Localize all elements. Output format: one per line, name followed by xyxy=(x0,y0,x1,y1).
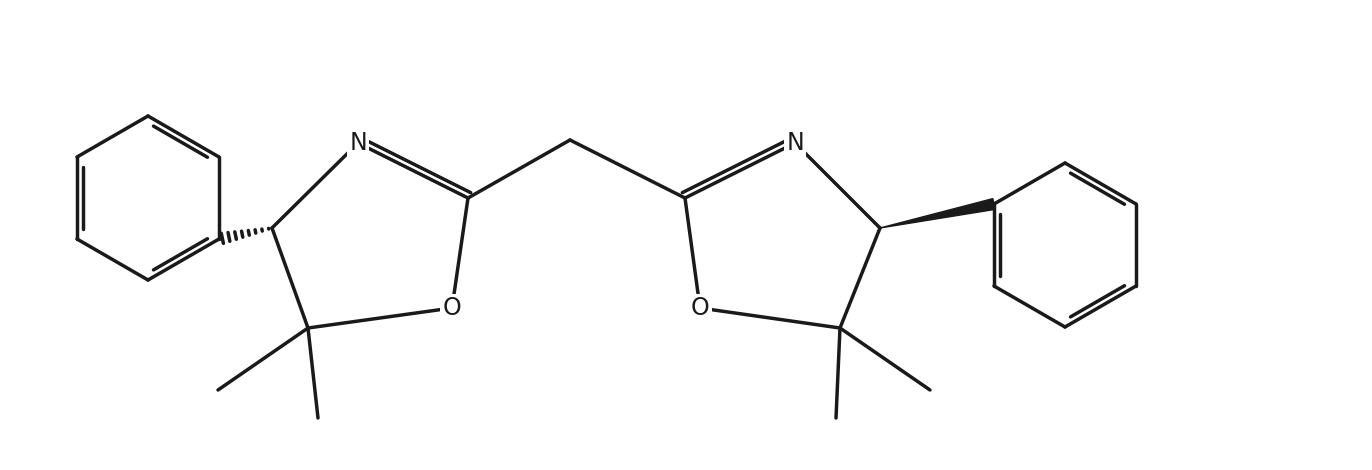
Text: O: O xyxy=(443,296,461,320)
Text: N: N xyxy=(348,131,366,155)
Text: N: N xyxy=(786,131,804,155)
Text: O: O xyxy=(690,296,709,320)
Polygon shape xyxy=(879,199,995,228)
